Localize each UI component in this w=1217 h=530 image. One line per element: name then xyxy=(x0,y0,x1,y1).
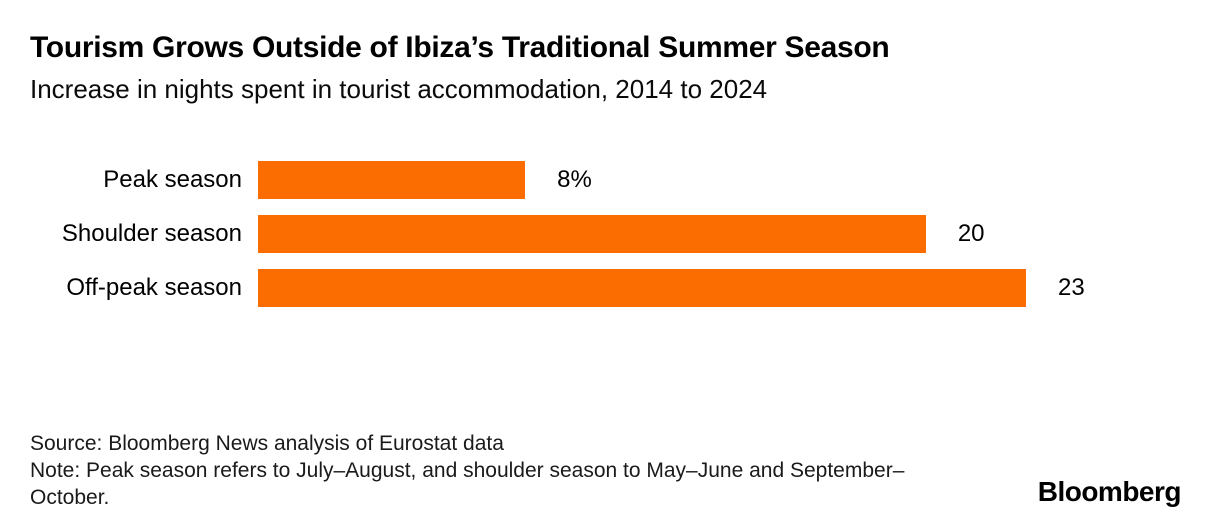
bar xyxy=(258,215,926,254)
bar-row: Off-peak season 23 xyxy=(30,269,1187,308)
bar-rows: Peak season 8% Shoulder season 20 Off-peak s… xyxy=(30,161,1187,308)
bar-row: Shoulder season 20 xyxy=(30,215,1187,254)
category-label: Off-peak season xyxy=(66,274,242,302)
bar-row: Peak season 8% xyxy=(30,161,1187,200)
horizontal-bar-chart: Peak season 8% Shoulder season 20 Off-peak s… xyxy=(30,161,1187,308)
chart-subtitle: Increase in nights spent in tourist acco… xyxy=(30,74,768,104)
bloomberg-logo: Bloomberg xyxy=(1037,476,1182,507)
note-text: Note: Peak season refers to July–August,… xyxy=(30,459,905,510)
bar xyxy=(258,269,1026,308)
bar-area: 23 xyxy=(258,269,1187,308)
value-label: 23 xyxy=(1058,274,1085,302)
bar xyxy=(258,161,526,200)
chart-header: Tourism Grows Outside of Ibiza’s Traditi… xyxy=(30,30,1187,105)
category-label: Shoulder season xyxy=(61,220,242,248)
chart-title: Tourism Grows Outside of Ibiza’s Traditi… xyxy=(30,31,890,64)
category-label: Peak season xyxy=(103,166,242,194)
bar-area: 20 xyxy=(258,215,1187,254)
bar-track: 8% xyxy=(258,161,1026,200)
value-label: 8% xyxy=(557,166,592,194)
bar-track: 23 xyxy=(258,269,1085,308)
source-text: Source: Bloomberg News analysis of Euros… xyxy=(30,432,504,456)
bar-area: 8% xyxy=(258,161,1187,200)
value-label: 20 xyxy=(957,220,985,248)
bar-track: 20 xyxy=(258,215,1026,254)
chart-footer: Source: Bloomberg News analysis of Euros… xyxy=(30,431,960,512)
